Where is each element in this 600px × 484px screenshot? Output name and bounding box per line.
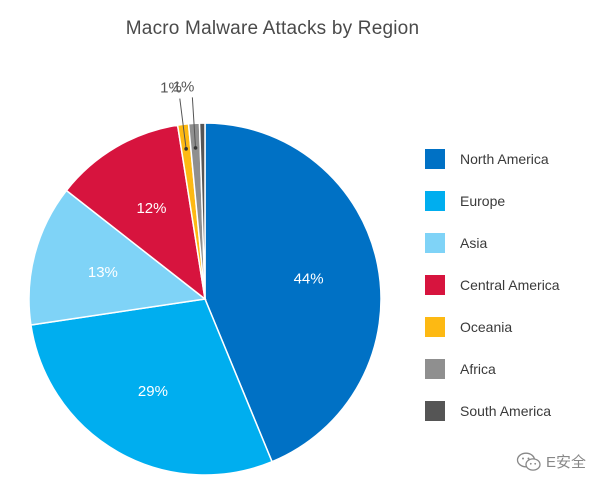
legend-item-north-america: North America [425,149,560,191]
data-label-europe: 29% [138,383,168,400]
chart-title: Macro Malware Attacks by Region [125,18,420,39]
legend-swatch-africa [425,359,445,379]
legend-item-oceania: Oceania [425,317,560,359]
legend-swatch-central-america [425,275,445,295]
chart-legend: North America Europe Asia Central America Oc… [425,149,560,443]
legend-swatch-oceania [425,317,445,337]
legend-label-asia: Asia [460,235,488,251]
pie-slice-south-america [198,122,206,300]
legend-label-europe: Europe [460,193,506,209]
data-label-north-america: 44% [294,270,324,287]
legend-label-north-america: North America [460,151,549,167]
legend-label-africa: Africa [460,361,496,377]
legend-swatch-asia [425,233,445,253]
watermark: E安全 [516,451,586,472]
legend-item-africa: Africa [425,359,560,401]
legend-item-south-america: South America [425,401,560,443]
leader-line-africa [191,97,197,148]
pie-slice-north-america [204,122,382,463]
pie-slice-europe [30,298,274,476]
pie-slice-asia [28,189,207,326]
watermark-text: E安全 [545,454,586,471]
legend-swatch-north-america [425,149,445,169]
data-label-asia: 13% [88,264,118,281]
legend-label-central-america: Central America [460,277,560,293]
legend-swatch-south-america [425,401,445,421]
leader-dot-oceania [184,147,188,151]
wechat-icon [516,452,541,471]
legend-label-south-america: South America [460,403,552,419]
leader-dot-africa [193,146,198,150]
legend-item-europe: Europe [425,191,560,233]
data-label-central-america: 12% [136,200,166,217]
legend-swatch-europe [425,191,445,211]
legend-label-oceania: Oceania [460,319,513,335]
data-label-africa: 1% [173,78,195,95]
pie-slice-central-america [65,124,207,301]
leader-line-oceania [179,98,187,149]
legend-item-asia: Asia [425,233,560,275]
legend-item-central-america: Central America [425,275,560,317]
data-label-oceania: 1% [160,80,182,97]
